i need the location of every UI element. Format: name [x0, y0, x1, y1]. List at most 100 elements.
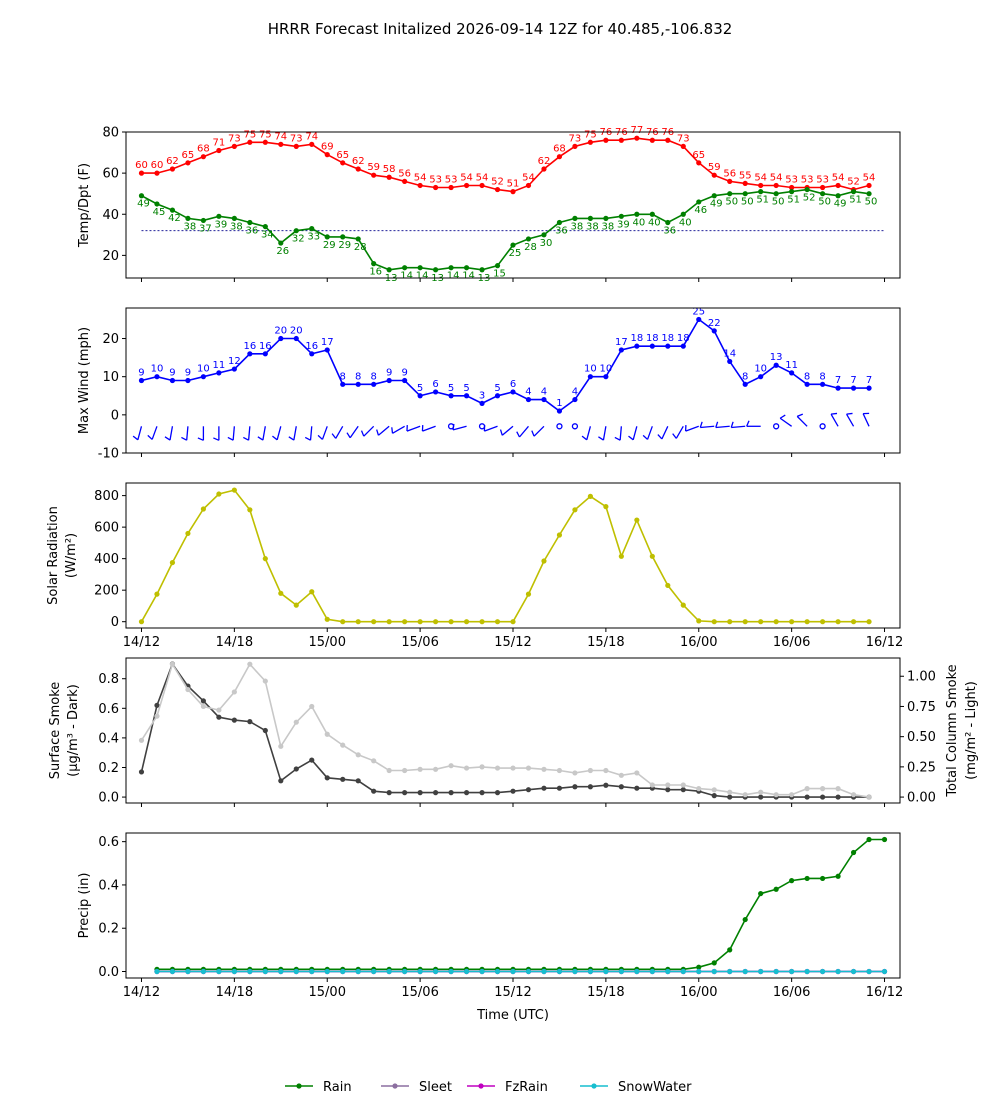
smoke-point [572, 784, 578, 790]
solar-xtick-label: 15/18 [587, 635, 624, 650]
solar-point [169, 559, 176, 566]
smoke-point [262, 678, 268, 684]
solar-point [789, 619, 795, 625]
wind-value-label: 5 [448, 383, 454, 394]
smoke-point [247, 661, 253, 667]
solar-plot-frame [125, 482, 901, 629]
temperature-point [742, 180, 748, 187]
precip-point [371, 968, 377, 975]
wind-value-label: 3 [479, 390, 485, 401]
smoke-point [711, 787, 717, 793]
smoke-y2tick-label: 0.00 [907, 791, 936, 806]
solar-xtick-label: 15/00 [309, 635, 346, 650]
wind-barb [483, 425, 498, 432]
wind-value-label: 10 [151, 364, 164, 375]
temperature-point [696, 160, 702, 166]
wind-point [402, 377, 408, 384]
precip-point [696, 968, 702, 975]
smoke-y2tick-label: 0.25 [907, 760, 936, 775]
wind-value-label: 16 [259, 341, 272, 352]
wind-ytick-label: -10 [98, 447, 119, 462]
temperature-value-label: 49 [834, 199, 847, 210]
precip-xtick-label: 16/06 [773, 985, 810, 1000]
smoke-point [711, 793, 717, 799]
smoke-point [680, 787, 686, 793]
temperature-value-label: 52 [491, 177, 504, 188]
solar-point [309, 589, 315, 595]
temperature-point [494, 186, 501, 193]
svg-text:Precip (in): Precip (in) [77, 873, 92, 939]
temperature-value-label: 73 [228, 133, 241, 144]
wind-barb-calm [556, 423, 563, 430]
temperature-value-label: 16 [369, 267, 382, 278]
temperature-value-label: 39 [617, 219, 630, 230]
wind-barb [516, 425, 529, 438]
temperature-value-label: 54 [522, 172, 535, 183]
temperature-value-label: 53 [785, 175, 798, 186]
wind-barb [132, 426, 143, 441]
wind-barb [197, 426, 205, 441]
wind-barb [614, 426, 623, 441]
solar-point [386, 619, 392, 625]
smoke-point [525, 787, 532, 793]
smoke-point [247, 719, 253, 725]
temperature-value-label: 51 [507, 179, 520, 190]
wind-value-label: 8 [819, 371, 825, 382]
smoke-point [386, 790, 392, 796]
smoke-point [835, 786, 841, 792]
wind-ylabel: Max Wind (mph) [77, 327, 92, 434]
solar-point [866, 619, 872, 625]
temperature-value-label: 40 [648, 217, 661, 228]
smoke-point [665, 782, 671, 788]
wind-point [804, 381, 810, 387]
smoke-point [231, 717, 237, 723]
solar-xtick-label: 15/12 [494, 635, 531, 650]
wind-barb [657, 426, 669, 440]
wind-value-label: 1 [556, 398, 562, 409]
smoke-point [510, 765, 516, 771]
precip-point [154, 968, 160, 975]
wind-point [479, 400, 485, 406]
temperature-value-label: 38 [571, 221, 584, 232]
temperature-value-label: 58 [383, 164, 396, 175]
solar-point [216, 491, 222, 497]
wind-barb [499, 425, 514, 436]
solar-point [231, 487, 237, 493]
wind-point [340, 381, 346, 387]
smoke-point [340, 742, 346, 748]
temperature-value-label: 38 [586, 221, 599, 232]
temperature-point [262, 139, 268, 145]
wind-plot-frame [125, 307, 901, 454]
x-axis-label: Time (UTC) [476, 1008, 549, 1023]
wind-value-label: 13 [770, 352, 783, 363]
svg-text:Surface Smoke: Surface Smoke [48, 682, 63, 780]
wind-value-label: 9 [185, 368, 191, 379]
temperature-value-label: 54 [832, 172, 845, 183]
smoke-point [417, 766, 423, 772]
smoke-point [820, 794, 826, 800]
wind-barb [164, 426, 174, 441]
wind-value-label: 16 [305, 341, 318, 352]
wind-value-label: 7 [866, 375, 872, 386]
wind-value-label: 10 [197, 364, 210, 375]
smoke-point [556, 767, 563, 774]
precip-point [820, 968, 826, 975]
wind-barb [779, 414, 793, 427]
smoke-point [587, 784, 594, 790]
precip-point [510, 968, 516, 975]
wind-value-label: 8 [355, 371, 361, 382]
temperature-point [200, 217, 206, 224]
precip-ylabel: Precip (in) [77, 873, 92, 939]
svg-text:Total Column Smoke: Total Column Smoke [945, 664, 960, 797]
solar-point [138, 619, 145, 625]
precip-xtick-label: 15/00 [309, 985, 346, 1000]
precip-point [169, 968, 176, 975]
panel-solar: 0 200 400 600 800 14/12 14/18 15/00 15/06 15/12 15… [46, 482, 903, 650]
temperature-value-label: 68 [553, 144, 566, 155]
legend-label: FzRain [505, 1080, 548, 1095]
temperature-point [216, 147, 222, 154]
smoke-plot-frame [125, 657, 901, 804]
temperature-value-label: 54 [770, 172, 783, 183]
smoke-point [494, 765, 501, 771]
